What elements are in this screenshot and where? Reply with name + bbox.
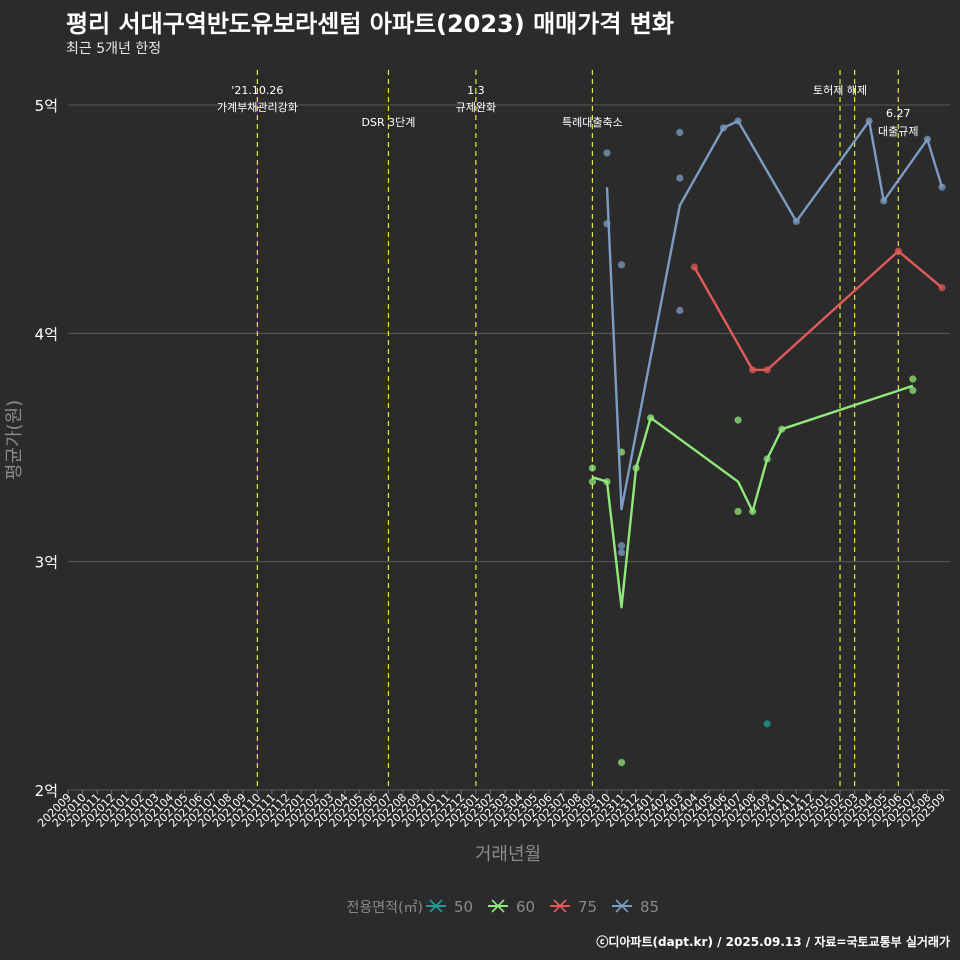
- series-line-60: [592, 384, 914, 609]
- data-point-85: [617, 542, 626, 550]
- data-point-75: [763, 366, 771, 374]
- event-label: 1.3: [467, 84, 485, 97]
- y-axis-title: 평균가(원): [4, 400, 25, 480]
- data-point-60: [647, 414, 655, 422]
- event-label: 대출규제: [878, 125, 918, 138]
- legend-item-60: 60: [488, 898, 535, 916]
- event-label: 토허제 해제: [813, 83, 867, 97]
- data-series: [588, 117, 946, 767]
- data-point-75: [749, 366, 757, 374]
- event-label: 특례대출축소: [562, 116, 623, 129]
- legend-item-50: 50: [426, 898, 473, 916]
- y-tick-label: 5억: [35, 97, 58, 115]
- data-point-85: [719, 124, 728, 132]
- data-point-60: [632, 464, 640, 472]
- series-50: [763, 720, 771, 728]
- legend-label: 50: [454, 898, 473, 916]
- data-point-60: [909, 386, 917, 395]
- event-label: 6.27: [886, 107, 911, 120]
- data-point-60: [778, 425, 786, 433]
- grid-lines: [68, 104, 950, 791]
- data-point-75: [690, 263, 698, 271]
- data-point-60: [588, 464, 597, 472]
- event-label: 가계부채관리강화: [217, 101, 298, 114]
- data-point-85: [676, 306, 684, 315]
- data-point-85: [923, 135, 932, 143]
- data-point-60: [763, 455, 771, 463]
- legend-key-cross: [615, 899, 629, 913]
- data-point-60: [617, 759, 626, 767]
- series-line-85: [605, 119, 944, 511]
- series-85: [603, 117, 946, 557]
- legend-item-85: 85: [612, 898, 659, 916]
- data-point-60: [749, 507, 757, 516]
- data-point-85: [603, 149, 611, 157]
- data-point-60: [734, 507, 742, 516]
- data-point-60: [909, 375, 917, 383]
- data-point-60: [603, 478, 611, 486]
- legend-key-cross: [491, 899, 505, 913]
- legend-label: 75: [578, 898, 597, 916]
- data-point-75: [894, 247, 902, 255]
- data-point-85: [676, 174, 684, 182]
- data-point-75: [938, 284, 946, 292]
- legend-key-cross: [553, 899, 567, 913]
- legend-label: 85: [640, 898, 659, 916]
- legend-title: 전용면적(㎡): [347, 900, 423, 916]
- series-line-75: [693, 249, 943, 372]
- y-tick-label: 2억: [35, 782, 58, 800]
- data-point-85: [603, 220, 611, 228]
- event-label: '21.10.26: [231, 84, 283, 97]
- legend-item-75: 75: [550, 898, 597, 916]
- data-point-50: [763, 720, 771, 728]
- data-point-85: [617, 548, 626, 557]
- data-point-60: [588, 478, 597, 486]
- data-point-60: [734, 416, 742, 424]
- data-point-85: [865, 117, 873, 125]
- axes: 2억3억4억5억20200920201020201120201220210120…: [35, 97, 948, 830]
- data-point-85: [676, 128, 684, 136]
- chart-title: 평리 서대구역반도유보라센텀 아파트(2023) 매매가격 변화: [66, 10, 674, 38]
- source-caption: ⓒ디아파트(dapt.kr) / 2025.09.13 / 자료=국토교통부 실…: [596, 935, 950, 949]
- legend: 전용면적(㎡) 50 60 75 85: [347, 898, 660, 916]
- data-point-85: [792, 217, 800, 226]
- series-60: [588, 375, 917, 767]
- x-axis-title: 거래년월: [475, 844, 541, 865]
- legend-label: 60: [516, 898, 535, 916]
- data-point-85: [734, 117, 742, 125]
- y-tick-label: 3억: [35, 554, 58, 572]
- event-label: 규제완화: [456, 101, 496, 114]
- y-tick-label: 4억: [35, 325, 58, 343]
- legend-key-cross: [429, 899, 443, 913]
- data-point-85: [938, 183, 946, 191]
- chart-subtitle: 최근 5개년 한정: [66, 41, 162, 57]
- event-label: DSR 3단계: [362, 116, 416, 129]
- series-75: [690, 247, 946, 374]
- data-point-85: [617, 261, 626, 269]
- data-point-85: [880, 197, 888, 205]
